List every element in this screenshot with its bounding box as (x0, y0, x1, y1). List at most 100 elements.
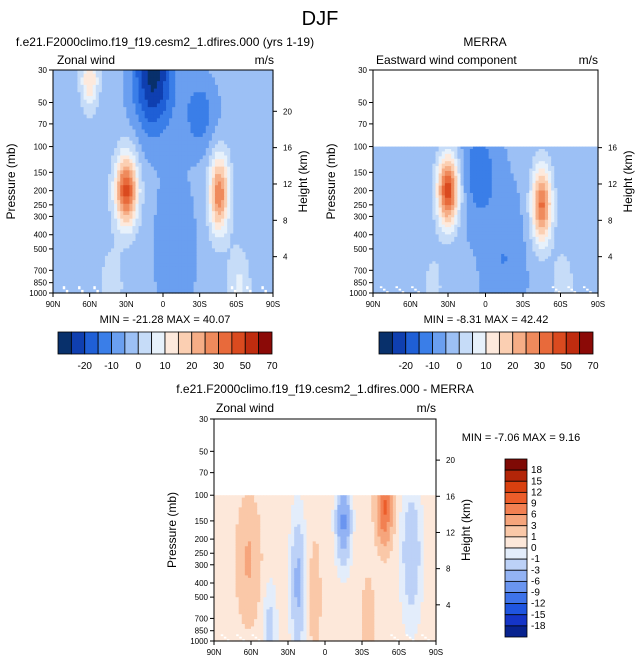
heatmap-cell (208, 174, 213, 179)
heatmap-cell (211, 226, 216, 231)
heatmap-cell (419, 158, 424, 162)
heatmap-cell (193, 185, 198, 190)
heatmap-cell (251, 181, 256, 186)
heatmap-cell (62, 218, 66, 223)
heatmap-cell (53, 181, 57, 186)
heatmap-cell (224, 114, 228, 119)
heatmap-cell (65, 166, 69, 171)
heatmap-cell (135, 92, 140, 97)
heatmap-cell (227, 125, 231, 131)
heatmap-cell (211, 136, 216, 142)
heatmap-cell (184, 244, 189, 249)
heatmap-cell (224, 233, 228, 238)
heatmap-cell (236, 181, 240, 186)
heatmap-cell (444, 156, 449, 160)
heatmap-cell (211, 170, 216, 175)
heatmap-cell (239, 118, 244, 123)
heatmap-cell (95, 162, 100, 168)
heatmap-cell (150, 166, 155, 171)
heatmap-cell (135, 159, 140, 164)
heatmap-cell (135, 140, 140, 145)
heatmap-cell (175, 136, 179, 142)
heatmap-cell (538, 153, 543, 157)
heatmap-cell (68, 229, 72, 235)
heatmap-cell (150, 237, 155, 242)
heatmap-cell (172, 203, 176, 209)
heatmap-cell (120, 148, 124, 153)
heatmap-cell (190, 77, 195, 82)
heatmap-cell (532, 161, 537, 165)
heatmap-cell (172, 125, 176, 131)
heatmap-cell (86, 92, 91, 97)
heatmap-cell (379, 156, 383, 160)
heatmap-cell (156, 114, 161, 119)
heatmap-cell (53, 289, 57, 294)
heatmap-cell (169, 73, 173, 79)
heatmap-cell (77, 148, 82, 153)
heatmap-cell (187, 218, 192, 223)
heatmap-cell (166, 259, 170, 264)
heatmap-cell (144, 188, 149, 194)
heatmap-cell (248, 218, 253, 223)
heatmap-cell (62, 136, 66, 142)
heatmap-cell (214, 255, 219, 261)
heatmap-cell (419, 151, 424, 155)
heatmap-cell (266, 110, 271, 116)
heatmap-cell (239, 255, 244, 261)
heatmap-cell (68, 214, 72, 220)
heatmap-cell (62, 278, 66, 283)
heatmap-cell (156, 203, 161, 209)
heatmap-cell (71, 188, 75, 194)
heatmap-cell (218, 259, 222, 264)
heatmap-cell (566, 156, 571, 160)
heatmap-cell (126, 188, 130, 194)
heatmap-cell (263, 270, 268, 276)
heatmap-cell (263, 159, 268, 164)
heatmap-cell (68, 122, 72, 127)
heatmap-cell (248, 159, 253, 164)
heatmap-cell (159, 207, 164, 212)
heatmap-cell (144, 103, 149, 108)
heatmap-cell (541, 158, 546, 162)
heatmap-cell (126, 159, 130, 164)
heatmap-cell (239, 185, 244, 190)
heatmap-cell (59, 81, 63, 86)
heatmap-cell (138, 110, 143, 116)
heatmap-cell (239, 151, 244, 157)
heatmap-cell (196, 226, 201, 231)
heatmap-cell (251, 88, 256, 93)
heatmap-cell (214, 233, 219, 238)
heatmap-cell (77, 185, 82, 190)
heatmap-cell (233, 151, 237, 157)
heatmap-cell (95, 133, 100, 138)
heatmap-cell (83, 244, 88, 249)
heatmap-cell (199, 125, 204, 131)
heatmap-cell (80, 211, 85, 216)
heatmap-cell (260, 129, 265, 134)
heatmap-cell (178, 77, 182, 82)
heatmap-cell (199, 73, 204, 79)
heatmap-cell (391, 166, 396, 170)
heatmap-cell (202, 226, 207, 231)
heatmap-cell (239, 155, 244, 160)
heatmap-cell (208, 226, 213, 231)
heatmap-cell (114, 214, 118, 220)
heatmap-cell (454, 166, 458, 170)
heatmap-cell (251, 148, 256, 153)
heatmap-cell (591, 151, 596, 155)
heatmap-cell (56, 114, 60, 119)
heatmap-cell (441, 163, 446, 167)
heatmap-cell (208, 122, 213, 127)
heatmap-cell (388, 149, 393, 153)
heatmap-cell (441, 156, 446, 160)
heatmap-cell (169, 188, 173, 194)
heatmap-cell (83, 188, 88, 194)
heatmap-cell (101, 240, 106, 246)
heatmap-cell (172, 289, 176, 294)
heatmap-cell (74, 278, 79, 283)
heatmap-cell (126, 96, 130, 101)
heatmap-cell (156, 166, 161, 171)
heatmap-cell (129, 222, 134, 227)
heatmap-cell (86, 88, 91, 93)
heatmap-cell (68, 81, 72, 86)
